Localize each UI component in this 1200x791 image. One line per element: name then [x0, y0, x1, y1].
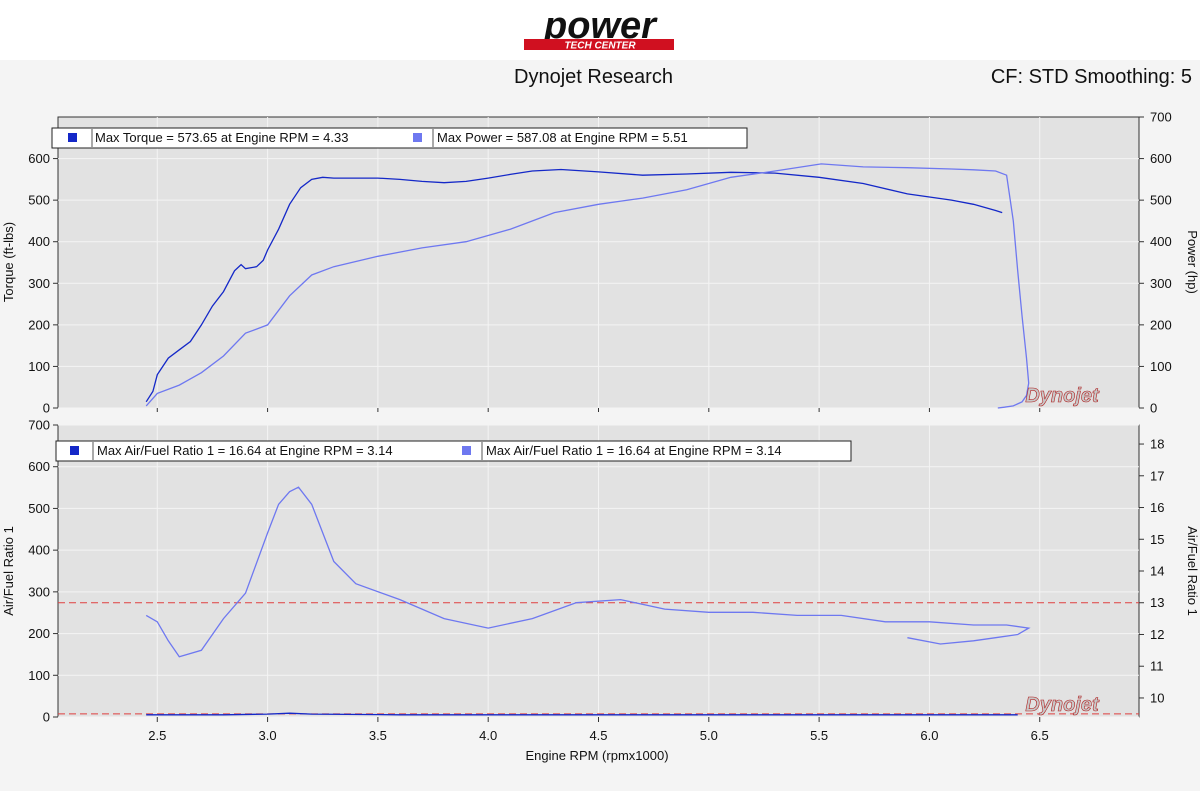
bottom-series	[145, 486, 1031, 716]
right-tick-label-6: 16	[1150, 500, 1164, 515]
bottom-legend-box	[55, 440, 852, 462]
right-tick-label-5: 500	[1150, 193, 1172, 208]
logo-sub: TECH CENTER	[564, 41, 636, 52]
left-tick-label-0: 0	[43, 401, 50, 416]
bottom-y-axis-label: Air/Fuel Ratio 1	[1, 526, 16, 616]
right-tick-label-4: 400	[1150, 234, 1172, 249]
right-tick-label-2: 12	[1150, 627, 1164, 642]
right-tick-label-1: 11	[1150, 659, 1164, 674]
logo-red-bar	[524, 39, 674, 50]
x-tick-label-1: 3.0	[259, 728, 277, 743]
legend-afr-light: Max Air/Fuel Ratio 1 = 16.64 at Engine R…	[486, 443, 782, 458]
right-tick-label-5: 15	[1150, 532, 1164, 547]
right-tick-label-0: 0	[1150, 401, 1157, 416]
left-tick-label-2: 200	[28, 317, 50, 332]
series-line-power	[145, 163, 1030, 409]
left-tick-label-3: 300	[28, 584, 50, 599]
legend-afr-dark: Max Air/Fuel Ratio 1 = 16.64 at Engine R…	[97, 443, 393, 458]
top-ticks: 0 100 200 300 400 500 600 0 100 200 300 400 500 600 70…	[28, 110, 1171, 416]
bottom-legend: Max Air/Fuel Ratio 1 = 16.64 at Engine R…	[55, 440, 852, 462]
legend-swatch-afr-light	[462, 446, 471, 455]
left-tick-label-6: 600	[28, 151, 50, 166]
left-tick-label-6: 600	[28, 459, 50, 474]
left-tick-label-4: 400	[28, 234, 50, 249]
bottom-grid	[58, 424, 1139, 718]
left-tick-label-5: 500	[28, 193, 50, 208]
afr-reference-lines	[58, 602, 1139, 715]
series-line-torque	[145, 168, 1003, 403]
torque-power-chart: 0 100 200 300 400 500 600 0 100 200 300 400 500 600 70…	[1, 110, 1200, 416]
x-tick-label-0: 2.5	[148, 728, 166, 743]
legend-power: Max Power = 587.08 at Engine RPM = 5.51	[437, 130, 688, 145]
correction-settings: CF: STD Smoothing: 5	[990, 66, 1192, 88]
right-tick-label-7: 700	[1150, 110, 1172, 125]
right-tick-label-4: 14	[1150, 564, 1164, 579]
right-tick-label-1: 100	[1150, 359, 1172, 374]
legend-swatch-afr-dark	[70, 446, 79, 455]
right-tick-label-2: 200	[1150, 317, 1172, 332]
x-tick-label-5: 5.0	[700, 728, 718, 743]
left-tick-label-5: 500	[28, 501, 50, 516]
top-watermark: Dynojet	[1025, 385, 1100, 407]
right-tick-label-6: 600	[1150, 151, 1172, 166]
legend-torque: Max Torque = 573.65 at Engine RPM = 4.33	[95, 130, 348, 145]
left-tick-label-7: 700	[28, 418, 50, 433]
top-series	[145, 163, 1030, 409]
afr-series-line-0	[146, 712, 1018, 716]
bottom-right-axis-label: Air/Fuel Ratio 1	[1185, 526, 1200, 616]
afr-series-line-1	[145, 486, 1031, 658]
left-tick-label-1: 100	[28, 359, 50, 374]
left-tick-label-4: 400	[28, 543, 50, 558]
left-tick-label-2: 200	[28, 626, 50, 641]
x-axis-ticks: 2.5 3.0 3.5 4.0 4.5 5.0 5.5 6.0 6.5	[148, 408, 1049, 743]
x-tick-label-3: 4.0	[479, 728, 497, 743]
bottom-watermark: Dynojet	[1025, 694, 1100, 716]
legend-swatch-power	[413, 133, 422, 142]
left-tick-label-3: 300	[28, 276, 50, 291]
top-legend-box	[51, 127, 748, 149]
x-tick-label-6: 5.5	[810, 728, 828, 743]
right-tick-label-3: 300	[1150, 276, 1172, 291]
right-tick-label-3: 13	[1150, 595, 1164, 610]
power-tech-center-logo: power TECH CENTER	[524, 8, 674, 52]
x-tick-label-2: 3.5	[369, 728, 387, 743]
right-tick-label-8: 18	[1150, 437, 1164, 452]
air-fuel-chart: 0 100 200 300 400 500 600 700 10 11 12 13 14 15 16 17 18…	[1, 408, 1200, 763]
top-y-axis-label: Torque (ft-lbs)	[1, 222, 16, 302]
x-tick-label-7: 6.0	[920, 728, 938, 743]
top-grid	[58, 117, 1139, 409]
report-title: Dynojet Research	[514, 66, 673, 88]
x-axis-label: Engine RPM (rpmx1000)	[525, 748, 668, 763]
left-tick-label-0: 0	[43, 710, 50, 725]
left-tick-label-1: 100	[28, 668, 50, 683]
bottom-ticks: 0 100 200 300 400 500 600 700 10 11 12 13 14 15 16 17 18	[28, 418, 1164, 725]
right-tick-label-7: 17	[1150, 468, 1164, 483]
top-legend: Max Torque = 573.65 at Engine RPM = 4.33…	[51, 127, 748, 149]
x-tick-label-8: 6.5	[1031, 728, 1049, 743]
legend-swatch-torque	[68, 133, 77, 142]
x-tick-label-4: 4.5	[589, 728, 607, 743]
right-tick-label-0: 10	[1150, 690, 1164, 705]
top-right-axis-label: Power (hp)	[1185, 230, 1200, 294]
